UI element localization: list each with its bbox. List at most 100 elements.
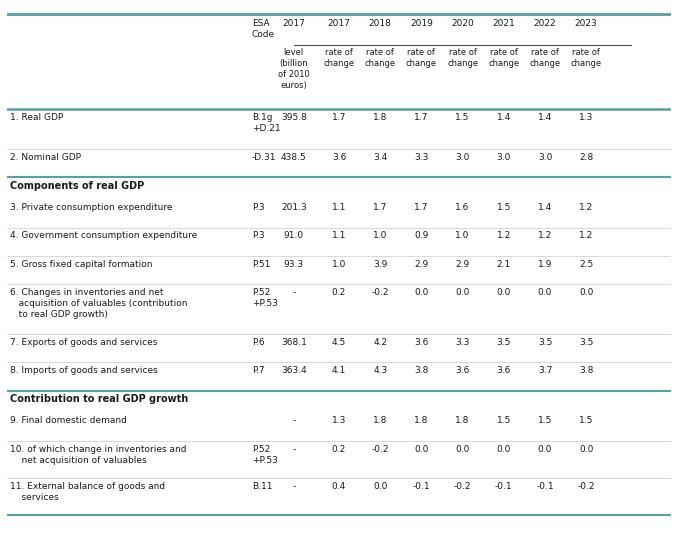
Text: 3. Private consumption expenditure: 3. Private consumption expenditure xyxy=(10,203,173,212)
Text: P.6: P.6 xyxy=(252,338,264,347)
Text: 0.0: 0.0 xyxy=(456,445,470,454)
Text: rate of
change: rate of change xyxy=(571,47,602,68)
Text: 0.0: 0.0 xyxy=(579,288,593,297)
Text: 1.9: 1.9 xyxy=(538,260,552,269)
Text: 1.5: 1.5 xyxy=(579,416,593,425)
Text: 1.8: 1.8 xyxy=(373,416,387,425)
Text: rate of
change: rate of change xyxy=(323,47,355,68)
Text: 6. Changes in inventories and net
   acquisition of valuables (contribution
   t: 6. Changes in inventories and net acquis… xyxy=(10,288,188,320)
Text: 1.5: 1.5 xyxy=(538,416,552,425)
Text: 3.9: 3.9 xyxy=(373,260,387,269)
Text: 2.9: 2.9 xyxy=(456,260,470,269)
Text: rate of
change: rate of change xyxy=(365,47,396,68)
Text: 0.0: 0.0 xyxy=(496,445,511,454)
Text: P.3: P.3 xyxy=(252,203,264,212)
Text: 1.2: 1.2 xyxy=(579,232,593,240)
Text: 2. Nominal GDP: 2. Nominal GDP xyxy=(10,153,81,162)
Text: 1.4: 1.4 xyxy=(497,113,511,122)
Text: rate of
change: rate of change xyxy=(447,47,478,68)
Text: 4.5: 4.5 xyxy=(332,338,346,347)
Text: 3.8: 3.8 xyxy=(579,366,593,375)
Text: 1.4: 1.4 xyxy=(538,203,552,212)
Text: 2023: 2023 xyxy=(575,20,597,28)
Text: rate of
change: rate of change xyxy=(530,47,561,68)
Text: rate of
change: rate of change xyxy=(406,47,437,68)
Text: 2.9: 2.9 xyxy=(414,260,428,269)
Text: 0.0: 0.0 xyxy=(456,288,470,297)
Text: -0.1: -0.1 xyxy=(413,482,431,491)
Text: 1.7: 1.7 xyxy=(414,203,428,212)
Text: 8. Imports of goods and services: 8. Imports of goods and services xyxy=(10,366,158,375)
Text: 2017: 2017 xyxy=(282,20,305,28)
Text: 3.6: 3.6 xyxy=(332,153,346,162)
Text: P.52
+P.53: P.52 +P.53 xyxy=(252,445,278,465)
Text: 1.1: 1.1 xyxy=(332,203,346,212)
Text: ESA
Code: ESA Code xyxy=(252,20,275,40)
Text: 0.2: 0.2 xyxy=(332,288,346,297)
Text: 3.5: 3.5 xyxy=(579,338,593,347)
Text: 0.0: 0.0 xyxy=(496,288,511,297)
Text: level
(billion
of 2010
euros): level (billion of 2010 euros) xyxy=(278,47,310,90)
Text: rate of
change: rate of change xyxy=(488,47,519,68)
Text: 3.8: 3.8 xyxy=(414,366,428,375)
Text: 3.6: 3.6 xyxy=(414,338,428,347)
Text: 3.3: 3.3 xyxy=(456,338,470,347)
Text: 3.0: 3.0 xyxy=(456,153,470,162)
Text: P.7: P.7 xyxy=(252,366,264,375)
Text: 1.7: 1.7 xyxy=(332,113,346,122)
Text: 1.2: 1.2 xyxy=(538,232,552,240)
Text: -: - xyxy=(292,288,296,297)
Text: 2.1: 2.1 xyxy=(497,260,511,269)
Text: 368.1: 368.1 xyxy=(281,338,306,347)
Text: 1.2: 1.2 xyxy=(579,203,593,212)
Text: 1.6: 1.6 xyxy=(456,203,470,212)
Text: P.3: P.3 xyxy=(252,232,264,240)
Text: -0.2: -0.2 xyxy=(372,288,389,297)
Text: 1.4: 1.4 xyxy=(538,113,552,122)
Text: 7. Exports of goods and services: 7. Exports of goods and services xyxy=(10,338,157,347)
Text: B.11: B.11 xyxy=(252,482,273,491)
Text: -D.31: -D.31 xyxy=(252,153,277,162)
Text: 3.4: 3.4 xyxy=(373,153,387,162)
Text: 0.0: 0.0 xyxy=(414,445,428,454)
Text: 0.9: 0.9 xyxy=(414,232,428,240)
Text: 1.8: 1.8 xyxy=(414,416,428,425)
Text: 1.5: 1.5 xyxy=(496,203,511,212)
Text: 3.3: 3.3 xyxy=(414,153,428,162)
Text: 1.3: 1.3 xyxy=(332,416,346,425)
Text: 3.6: 3.6 xyxy=(496,366,511,375)
Text: 10. of which change in inventories and
    net acquisition of valuables: 10. of which change in inventories and n… xyxy=(10,445,186,465)
Text: 0.0: 0.0 xyxy=(579,445,593,454)
Text: 1.0: 1.0 xyxy=(373,232,387,240)
Text: 4.1: 4.1 xyxy=(332,366,346,375)
Text: B.1g
+D.21: B.1g +D.21 xyxy=(252,113,281,133)
Text: 3.0: 3.0 xyxy=(496,153,511,162)
Text: 2021: 2021 xyxy=(492,20,515,28)
Text: 2019: 2019 xyxy=(410,20,433,28)
Text: 0.0: 0.0 xyxy=(414,288,428,297)
Text: 4.3: 4.3 xyxy=(373,366,387,375)
Text: 3.7: 3.7 xyxy=(538,366,552,375)
Text: Contribution to real GDP growth: Contribution to real GDP growth xyxy=(10,394,188,404)
Text: 3.5: 3.5 xyxy=(538,338,552,347)
Text: 1.5: 1.5 xyxy=(496,416,511,425)
Text: 1.1: 1.1 xyxy=(332,232,346,240)
Text: 0.2: 0.2 xyxy=(332,445,346,454)
Text: 438.5: 438.5 xyxy=(281,153,306,162)
Text: 1.7: 1.7 xyxy=(414,113,428,122)
Text: 5. Gross fixed capital formation: 5. Gross fixed capital formation xyxy=(10,260,153,269)
Text: 11. External balance of goods and
    services: 11. External balance of goods and servic… xyxy=(10,482,165,502)
Text: -0.2: -0.2 xyxy=(372,445,389,454)
Text: Components of real GDP: Components of real GDP xyxy=(10,181,144,191)
Text: 3.5: 3.5 xyxy=(496,338,511,347)
Text: 4. Government consumption expenditure: 4. Government consumption expenditure xyxy=(10,232,197,240)
Text: P.52
+P.53: P.52 +P.53 xyxy=(252,288,278,309)
Text: 1.0: 1.0 xyxy=(456,232,470,240)
Text: 1.2: 1.2 xyxy=(497,232,511,240)
Text: 4.2: 4.2 xyxy=(373,338,387,347)
Text: 2018: 2018 xyxy=(369,20,392,28)
Text: 0.4: 0.4 xyxy=(332,482,346,491)
Text: 3.0: 3.0 xyxy=(538,153,552,162)
Text: 2.8: 2.8 xyxy=(579,153,593,162)
Text: 1.8: 1.8 xyxy=(456,416,470,425)
